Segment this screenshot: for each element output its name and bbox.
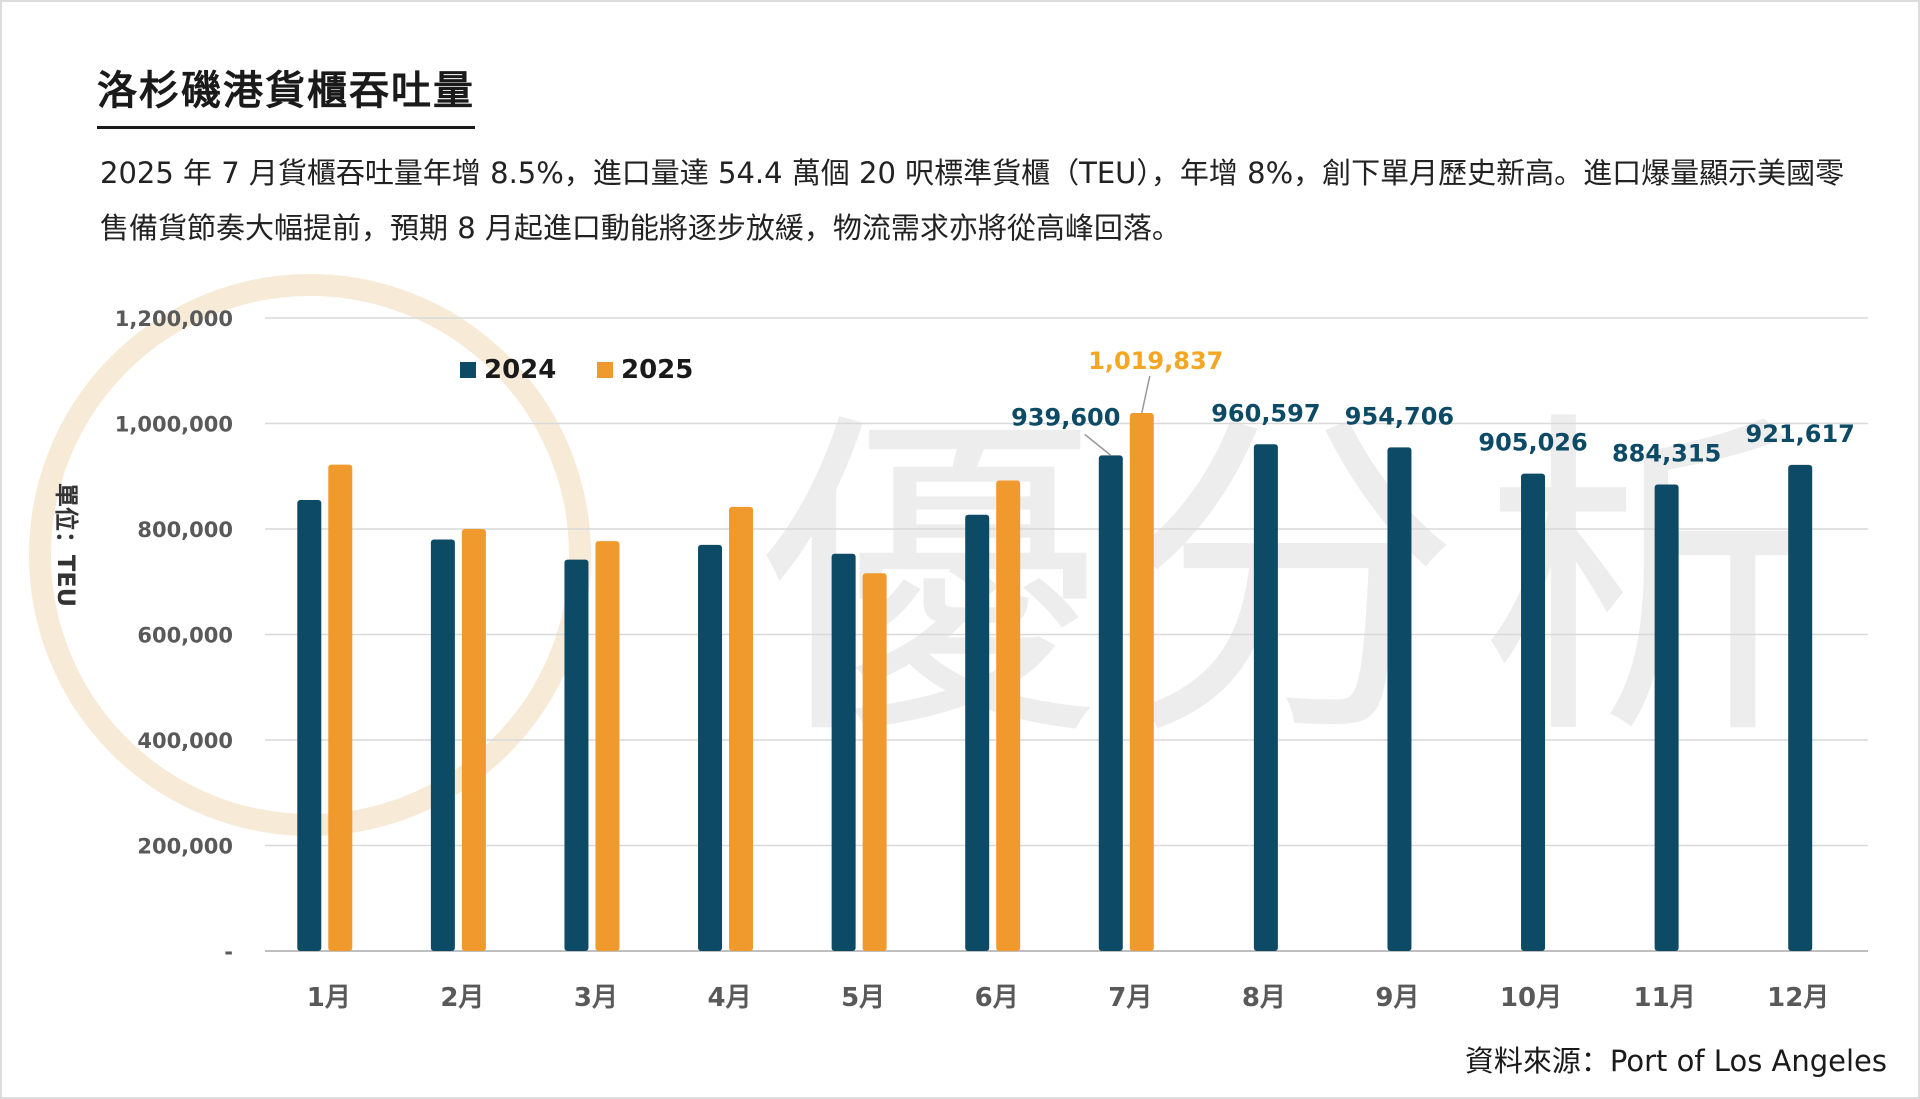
y-tick-label: 600,000 [137,624,233,648]
data-labels: 939,600 1,019,837 960,597 954,706 905,026 884… [1011,347,1855,467]
legend-swatch-2024 [460,362,476,378]
bar-2024 [1253,444,1278,951]
leader-line [1141,375,1151,414]
bar-2024 [564,559,589,951]
data-label: 960,597 [1211,399,1320,427]
y-tick-label: 800,000 [137,518,233,542]
x-tick-label: 11月 [1634,983,1696,1013]
bar-2025 [461,529,486,951]
x-tick-label: 5月 [841,983,885,1013]
bar-2025 [862,573,887,951]
y-axis-label: 單位：TEU [52,483,80,607]
legend-swatch-2025 [597,362,613,378]
y-tick-label: 1,000,000 [115,413,233,437]
bar-2024 [831,553,856,951]
bar-2024 [965,514,990,951]
bar-2025 [595,541,620,951]
bar-2025 [328,464,353,951]
chart-description: 2025 年 7 月貨櫃吞吐量年增 8.5%，進口量達 54.4 萬個 20 呎… [100,156,1845,245]
x-tick-label: 10月 [1500,983,1562,1013]
x-tick-label: 6月 [975,983,1019,1013]
data-label: 954,706 [1345,402,1454,430]
data-label: 939,600 [1011,403,1120,431]
bar-2024 [1788,464,1813,951]
legend-label-2024: 2024 [484,355,556,385]
x-tick-labels: 1月 2月 3月 4月 5月 6月 7月 8月 9月 10月 11月 12月 [307,983,1830,1013]
bars [297,413,1813,951]
bar-2025 [996,480,1021,951]
bar-2024 [1654,484,1679,951]
data-label: 1,019,837 [1088,347,1223,375]
x-tick-label: 8月 [1242,983,1286,1013]
data-label: 921,617 [1746,420,1855,448]
data-label: 905,026 [1478,429,1587,457]
leader-line [1084,433,1112,456]
bar-2024 [698,544,723,951]
x-tick-label: 7月 [1108,983,1152,1013]
legend: 2024 2025 [460,355,693,385]
bar-2024 [430,539,455,951]
data-label: 884,315 [1612,440,1721,468]
bar-2024 [1521,473,1546,951]
watermark-layer: 優分析 [29,274,1840,836]
x-tick-label: 12月 [1767,983,1829,1013]
y-tick-label: 400,000 [137,729,233,753]
bar-2024 [1387,447,1412,951]
y-tick-label: - [224,940,233,964]
x-tick-label: 3月 [574,983,618,1013]
chart-title: 洛杉磯港貨櫃吞吐量 [97,58,475,129]
y-tick-label: 200,000 [137,835,233,859]
x-tick-label: 2月 [440,983,484,1013]
grid-lines [265,317,1868,952]
x-tick-label: 9月 [1375,983,1419,1013]
y-tick-label: 1,200,000 [115,307,233,331]
bar-2025 [729,506,754,951]
x-tick-label: 4月 [707,983,751,1013]
y-tick-labels: - 200,000 400,000 600,000 800,000 1,000,000 1,… [115,307,233,964]
bar-2024 [1098,455,1123,951]
bar-2025 [1129,413,1154,951]
bar-2024 [297,499,322,951]
x-tick-label: 1月 [307,983,351,1013]
watermark-text: 優分析 [760,385,1840,781]
source-note: 資料來源：Port of Los Angeles [1464,1044,1887,1078]
legend-label-2025: 2025 [621,355,693,385]
